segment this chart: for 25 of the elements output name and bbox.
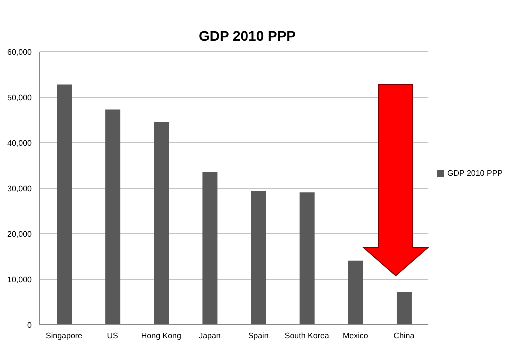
bar bbox=[154, 122, 170, 325]
x-tick-label: China bbox=[394, 332, 416, 341]
bar bbox=[202, 172, 218, 325]
bar bbox=[348, 260, 364, 325]
y-tick-label: 10,000 bbox=[8, 275, 33, 284]
x-tick-label: Mexico bbox=[343, 332, 369, 341]
x-tick-label: US bbox=[107, 332, 118, 341]
x-tick-label: Spain bbox=[248, 332, 269, 341]
y-tick-label: 0 bbox=[28, 320, 33, 330]
y-tick-label: 30,000 bbox=[8, 184, 33, 194]
bar bbox=[57, 84, 72, 325]
legend-label: GDP 2010 PPP bbox=[448, 169, 503, 178]
bar bbox=[251, 191, 266, 325]
y-tick-label: 50,000 bbox=[8, 93, 33, 102]
x-tick-label: Japan bbox=[199, 332, 221, 341]
x-tick-label: Singapore bbox=[46, 332, 84, 341]
bar bbox=[300, 192, 315, 325]
x-tick-label: Hong Kong bbox=[141, 332, 182, 341]
bar bbox=[106, 110, 121, 325]
bar bbox=[396, 292, 412, 325]
chart-title: GDP 2010 PPP bbox=[198, 28, 298, 44]
y-tick-label: 20,000 bbox=[8, 230, 33, 239]
y-tick-label: 60,000 bbox=[8, 48, 33, 57]
x-tick-label: South Korea bbox=[284, 332, 330, 341]
y-tick-label: 40,000 bbox=[8, 138, 33, 148]
